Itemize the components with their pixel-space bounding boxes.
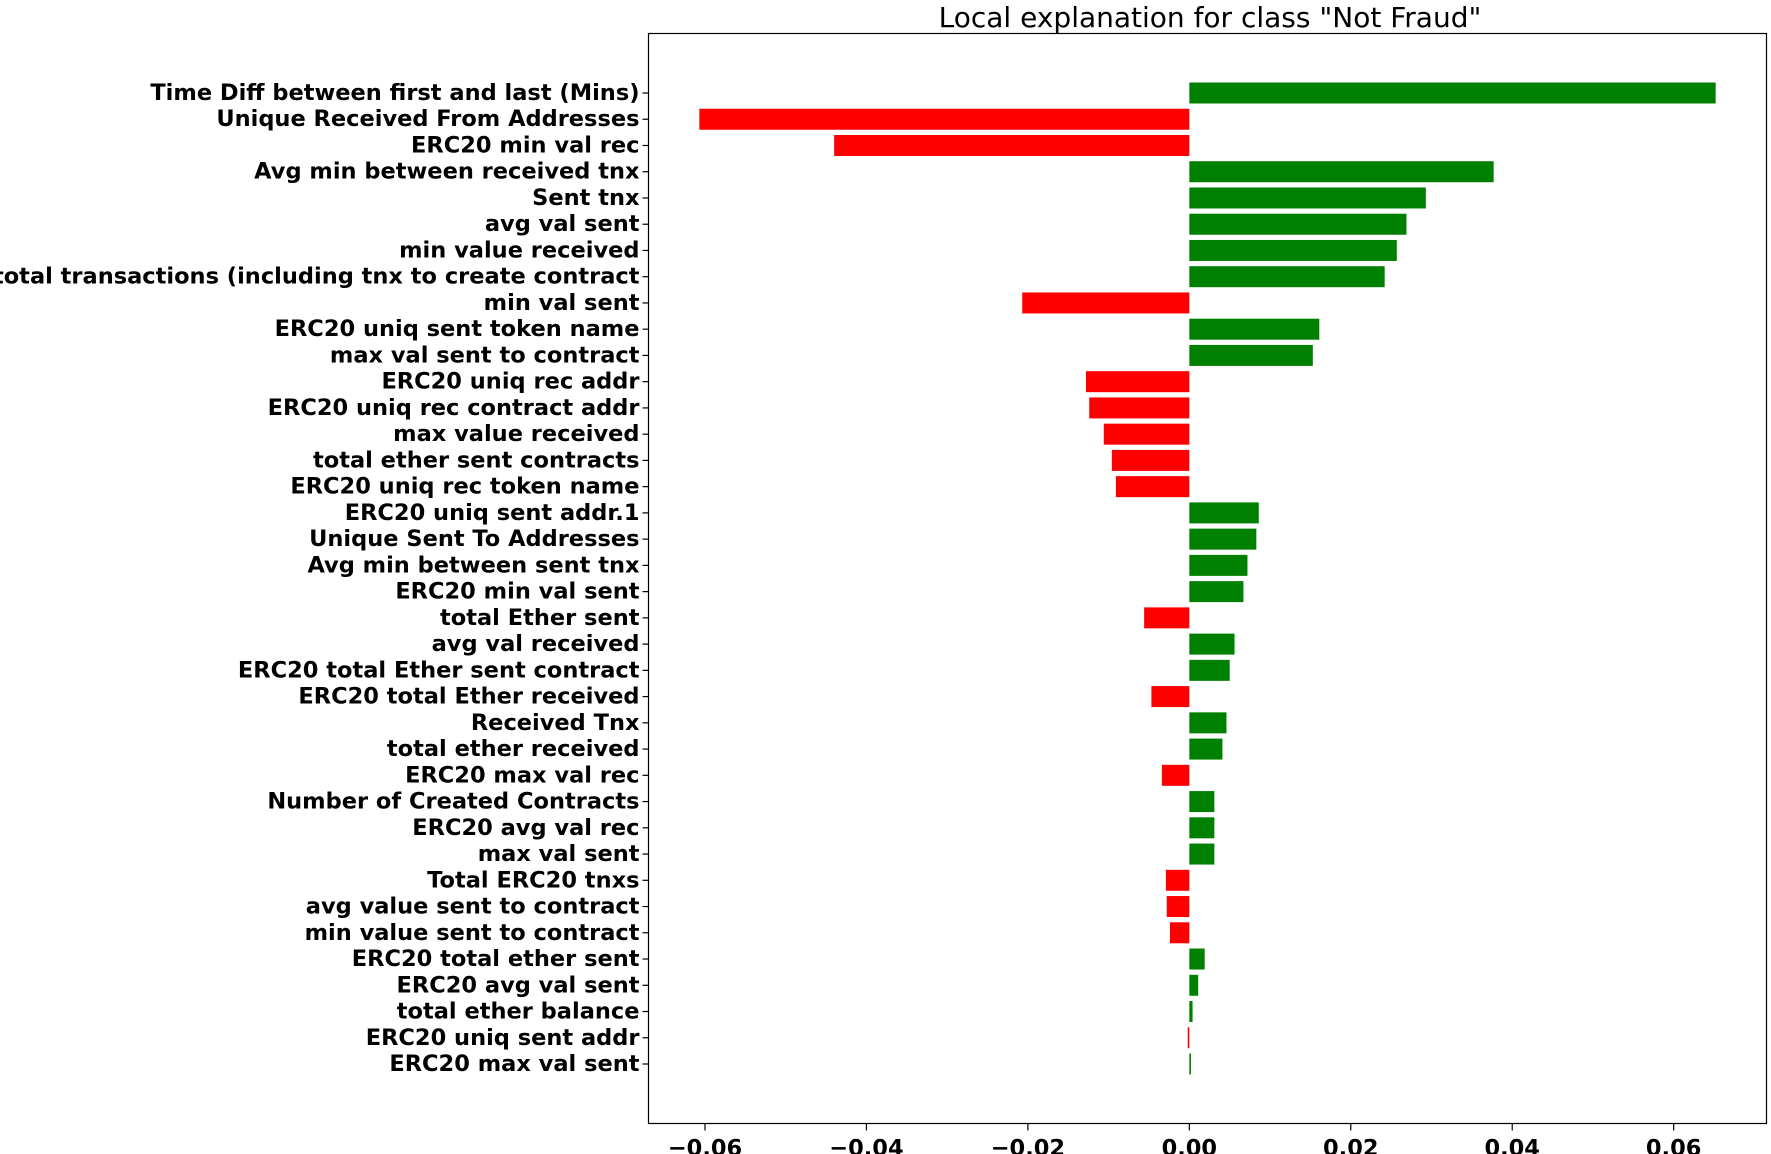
- bar: [1022, 292, 1190, 314]
- y-tick-label: Sent tnx: [532, 185, 640, 211]
- y-tick-label: total Ether sent: [440, 605, 640, 631]
- bar: [1189, 318, 1320, 340]
- bar: [1189, 712, 1227, 734]
- y-tick-label: Number of Created Contracts: [267, 789, 639, 815]
- bar: [1189, 633, 1235, 655]
- bar: [1189, 344, 1313, 366]
- y-tick-label: ERC20 uniq sent token name: [275, 316, 640, 342]
- y-tick-label: avg val received: [432, 631, 640, 657]
- x-tick-label: −0.06: [668, 1136, 742, 1154]
- x-tick-label: 0.02: [1323, 1136, 1379, 1154]
- bar: [1189, 161, 1494, 183]
- y-tick-label: ERC20 total Ether sent contract: [238, 657, 640, 683]
- x-tick-label: 0.06: [1646, 1136, 1702, 1154]
- bar: [1189, 1053, 1191, 1075]
- y-tick-label: avg val sent: [485, 211, 640, 237]
- bar: [1189, 659, 1230, 681]
- y-tick-label: total ether received: [387, 736, 640, 762]
- bar: [1111, 449, 1190, 471]
- y-axis-labels: Time Diff between first and last (Mins)U…: [0, 80, 649, 1077]
- y-tick-label: ERC20 max val sent: [389, 1051, 639, 1077]
- bar: [1161, 764, 1190, 786]
- bar: [699, 108, 1190, 130]
- x-tick-label: 0.00: [1162, 1136, 1218, 1154]
- chart-title: Local explanation for class "Not Fraud": [939, 1, 1482, 34]
- bar: [1144, 607, 1190, 629]
- bar: [1189, 974, 1199, 996]
- bar: [1086, 371, 1190, 393]
- y-tick-label: min val sent: [484, 290, 640, 316]
- y-tick-label: ERC20 avg val rec: [412, 815, 639, 841]
- bar: [1189, 554, 1248, 576]
- y-tick-label: ERC20 total Ether received: [298, 684, 639, 710]
- bars-layer: [699, 82, 1716, 1075]
- bar: [1189, 213, 1407, 235]
- x-tick-label: −0.04: [829, 1136, 903, 1154]
- bar: [1189, 791, 1215, 813]
- y-tick-label: avg value sent to contract: [306, 894, 640, 920]
- y-tick-label: ERC20 total ether sent: [352, 946, 640, 972]
- bar: [1169, 922, 1190, 944]
- bar: [1189, 1001, 1193, 1023]
- y-tick-label: ERC20 uniq rec token name: [290, 474, 639, 500]
- bar: [1189, 82, 1716, 104]
- bar: [1189, 843, 1215, 865]
- bar: [1189, 817, 1215, 839]
- y-tick-label: ERC20 uniq sent addr: [366, 1025, 641, 1051]
- axes-frame: [647, 32, 1768, 1125]
- bar: [1189, 738, 1223, 760]
- bar: [1165, 869, 1190, 891]
- bar: [1166, 896, 1190, 918]
- bar: [1189, 239, 1397, 261]
- y-tick-label: Received Tnx: [471, 710, 640, 736]
- bar: [1189, 581, 1244, 603]
- bar: [1189, 266, 1385, 288]
- bar: [1189, 528, 1257, 550]
- y-tick-label: max value received: [393, 421, 639, 447]
- x-axis: −0.06 −0.04 −0.02 0.00 0.02 0.04 0.06: [668, 1123, 1702, 1154]
- y-tick-label: Total ERC20 tnxs: [427, 867, 639, 893]
- y-tick-label: ERC20 min val rec: [411, 132, 639, 158]
- y-tick-label: total transactions (including tnx to cre…: [0, 264, 640, 290]
- y-tick-label: ERC20 uniq rec addr: [381, 369, 640, 395]
- y-tick-label: total ether balance: [397, 999, 640, 1025]
- x-tick-label: −0.02: [991, 1136, 1065, 1154]
- bar: [1103, 423, 1190, 445]
- bar: [1189, 187, 1426, 209]
- y-tick-label: max val sent: [478, 841, 640, 867]
- y-tick-label: ERC20 max val rec: [405, 762, 639, 788]
- y-tick-label: ERC20 min val sent: [395, 579, 639, 605]
- y-tick-label: Avg min between received tnx: [254, 159, 640, 185]
- y-tick-label: max val sent to contract: [330, 342, 640, 368]
- y-tick-label: ERC20 avg val sent: [397, 972, 640, 998]
- bar: [1151, 686, 1190, 708]
- y-tick-label: Unique Sent To Addresses: [309, 526, 639, 552]
- bar: [1187, 1027, 1190, 1049]
- y-tick-label: Unique Received From Addresses: [216, 106, 639, 132]
- bar: [834, 134, 1190, 156]
- y-tick-label: Avg min between sent tnx: [307, 552, 640, 578]
- bar: [1115, 476, 1190, 498]
- bar: [1089, 397, 1190, 419]
- x-tick-label: 0.04: [1484, 1136, 1540, 1154]
- y-tick-label: ERC20 uniq rec contract addr: [268, 395, 641, 421]
- y-tick-label: Time Diff between first and last (Mins): [150, 80, 639, 106]
- bar: [1189, 502, 1259, 524]
- bar: [1189, 948, 1205, 970]
- y-tick-label: min value received: [399, 237, 639, 263]
- y-tick-label: min value sent to contract: [305, 920, 640, 946]
- y-tick-label: total ether sent contracts: [313, 447, 640, 473]
- y-tick-label: ERC20 uniq sent addr.1: [345, 500, 640, 526]
